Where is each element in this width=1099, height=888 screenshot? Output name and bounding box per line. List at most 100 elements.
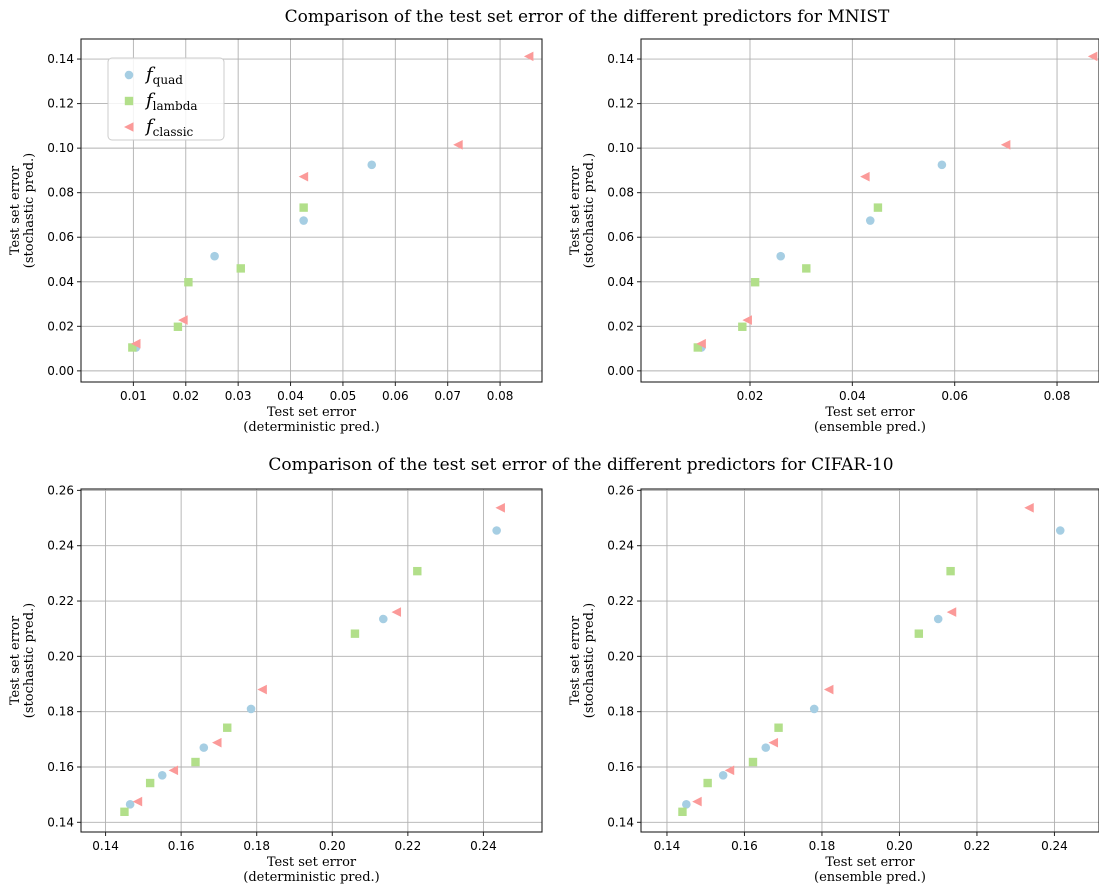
y-tick-label: 0.00 — [47, 364, 74, 378]
data-point-quad — [299, 216, 308, 225]
data-point-classic — [298, 171, 309, 182]
data-point-lambda — [223, 723, 232, 732]
legend-marker-quad — [124, 70, 134, 80]
x-tick-label: 0.16 — [168, 839, 195, 853]
data-point-lambda — [946, 566, 955, 576]
data-point-lambda — [914, 629, 924, 638]
y-tick-label: 0.24 — [47, 539, 74, 553]
y-axis-label: Test set error — [568, 615, 583, 705]
y-tick-label: 0.06 — [607, 230, 634, 244]
x-tick-label: 0.02 — [172, 389, 199, 403]
x-tick-label: 0.22 — [964, 839, 991, 853]
x-tick-label: 0.04 — [839, 389, 866, 403]
data-point-lambda — [128, 343, 137, 352]
data-point-quad — [367, 160, 377, 170]
data-point-classic — [523, 51, 534, 62]
x-axis-label: (deterministic pred.) — [243, 870, 379, 885]
y-axis-label: Test set error — [8, 615, 23, 705]
data-point-classic — [768, 737, 779, 748]
y-axis-label: (stochastic pred.) — [22, 603, 37, 718]
y-tick-label: 0.18 — [607, 705, 634, 719]
data-point-lambda — [120, 807, 129, 817]
y-tick-label: 0.24 — [607, 539, 634, 553]
x-tick-label: 0.14 — [92, 839, 119, 853]
data-point-quad — [246, 704, 256, 714]
x-tick-label: 0.06 — [941, 389, 968, 403]
data-point-lambda — [236, 264, 245, 273]
data-point-quad — [718, 770, 728, 780]
x-tick-label: 0.02 — [737, 389, 764, 403]
x-axis-label: (ensemble pred.) — [814, 420, 926, 435]
y-tick-label: 0.04 — [47, 275, 74, 289]
y-tick-label: 0.04 — [607, 275, 634, 289]
axes-frame — [640, 488, 1099, 833]
data-point-quad — [809, 704, 819, 714]
data-point-classic — [946, 607, 957, 617]
x-axis-label: Test set error — [267, 855, 357, 870]
data-point-classic — [178, 315, 188, 325]
y-tick-label: 0.16 — [47, 760, 74, 774]
x-axis-label: Test set error — [825, 855, 915, 870]
y-tick-label: 0.06 — [47, 230, 74, 244]
data-point-lambda — [173, 322, 183, 331]
x-tick-label: 0.08 — [1044, 389, 1071, 403]
data-point-lambda — [299, 203, 308, 212]
y-tick-label: 0.26 — [47, 483, 74, 497]
x-axis-label: (deterministic pred.) — [243, 420, 379, 435]
y-tick-label: 0.14 — [47, 815, 74, 829]
x-tick-label: 0.18 — [809, 839, 836, 853]
axes-frame — [80, 488, 543, 833]
data-point-classic — [724, 765, 735, 776]
y-axis-label: (stochastic pred.) — [22, 153, 37, 268]
data-point-lambda — [703, 778, 712, 788]
legend-marker-lambda — [124, 96, 134, 106]
data-point-quad — [865, 216, 875, 225]
y-tick-label: 0.12 — [607, 97, 634, 111]
legend-box — [107, 57, 225, 141]
data-point-quad — [210, 251, 219, 261]
data-point-classic — [1000, 139, 1011, 150]
x-tick-label: 0.05 — [330, 389, 357, 403]
data-point-classic — [257, 684, 267, 695]
x-tick-label: 0.20 — [319, 839, 346, 853]
data-point-lambda — [191, 757, 200, 767]
y-tick-label: 0.18 — [47, 705, 74, 719]
data-point-lambda — [750, 278, 760, 287]
data-point-quad — [682, 800, 691, 809]
y-tick-label: 0.20 — [47, 649, 74, 663]
y-tick-label: 0.14 — [607, 52, 634, 66]
data-point-lambda — [145, 778, 155, 788]
data-point-quad — [199, 743, 209, 752]
data-point-classic — [168, 765, 179, 776]
data-point-quad — [933, 614, 943, 624]
y-tick-label: 0.22 — [47, 594, 74, 608]
x-tick-label: 0.18 — [243, 839, 270, 853]
x-tick-label: 0.24 — [1041, 839, 1068, 853]
y-axis-label: Test set error — [8, 165, 23, 255]
axes-frame — [80, 38, 543, 383]
data-point-classic — [860, 171, 870, 182]
data-point-classic — [453, 139, 463, 150]
y-axis-label: Test set error — [568, 165, 583, 255]
scatter-panel-mnist-deterministic: 0.01 0.02 0.03 0.04 0.05 0.06 0.07 0.08 0.00 0.02… — [8, 38, 543, 435]
x-axis-label: (ensemble pred.) — [814, 870, 926, 885]
data-point-classic — [495, 503, 505, 513]
x-tick-label: 0.16 — [731, 839, 758, 853]
y-tick-label: 0.16 — [607, 760, 634, 774]
figure-title-cifar: Comparison of the test set error of the … — [268, 455, 893, 475]
y-axis-label: (stochastic pred.) — [582, 153, 597, 268]
data-point-classic — [132, 796, 143, 807]
data-point-classic — [692, 796, 702, 807]
x-tick-label: 0.03 — [225, 389, 252, 403]
y-tick-label: 0.20 — [607, 649, 634, 663]
x-tick-label: 0.24 — [470, 839, 497, 853]
y-tick-label: 0.00 — [607, 364, 634, 378]
data-point-classic — [1024, 503, 1034, 513]
data-point-lambda — [184, 278, 193, 287]
data-point-quad — [378, 614, 388, 624]
y-tick-label: 0.08 — [607, 186, 634, 200]
data-point-quad — [1055, 526, 1065, 535]
data-point-classic — [696, 338, 706, 349]
data-point-quad — [761, 743, 771, 752]
